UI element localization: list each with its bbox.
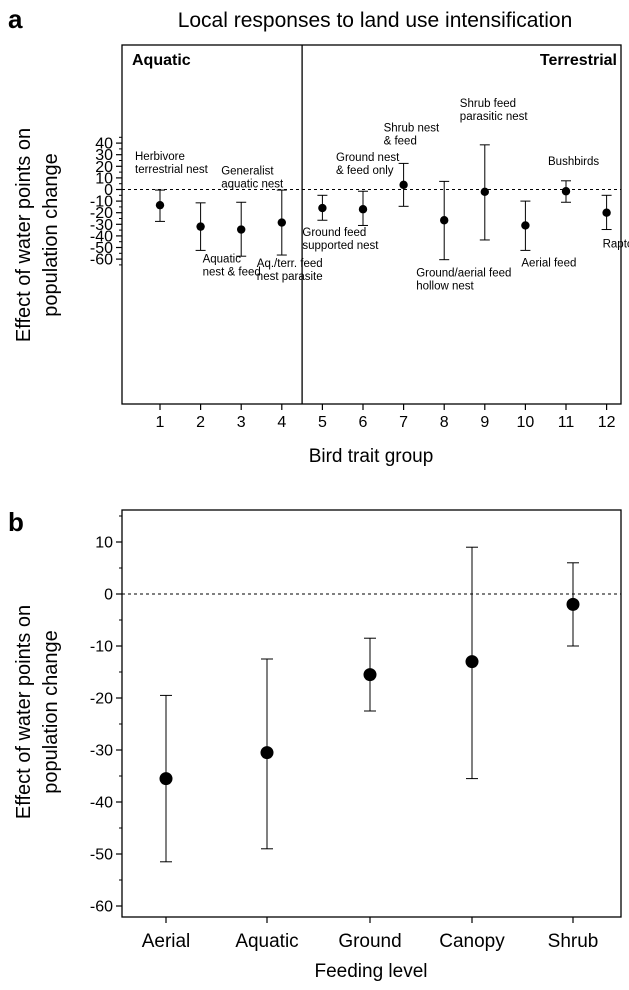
y-tick-label: -30: [90, 217, 113, 234]
point-annotation: & feed: [384, 135, 417, 147]
point-annotation: Ground feed: [302, 227, 366, 239]
y-tick-label: -60: [90, 252, 113, 269]
panel-a-title: Local responses to land use intensificat…: [178, 9, 573, 32]
point-annotation: parasitic nest: [460, 111, 529, 123]
y-tick-label: -50: [90, 240, 113, 257]
point-annotation: Ground/aerial feed: [416, 268, 511, 280]
data-point: [363, 668, 377, 682]
point-annotation: supported nest: [302, 240, 379, 252]
x-tick-label: 3: [237, 414, 246, 431]
y-tick-label: 10: [95, 170, 113, 187]
point-annotation: Shrub feed: [460, 98, 516, 110]
point-annotation: Generalist: [221, 165, 274, 177]
x-tick-label: 1: [156, 414, 165, 431]
x-category-label: Shrub: [548, 931, 599, 952]
x-tick-label: 11: [558, 414, 575, 431]
data-point: [155, 200, 165, 210]
x-category-label: Canopy: [439, 931, 505, 952]
y-tick-label: 20: [95, 159, 113, 176]
panel-a-ylabel-line1: Effect of water points on: [13, 128, 35, 342]
panel-b-xlabel: Feeding level: [314, 961, 427, 982]
y-tick-label: 30: [95, 147, 113, 164]
data-point: [318, 203, 327, 213]
data-point: [277, 218, 286, 227]
point-annotation: nest parasite: [257, 271, 323, 283]
y-tick-label: 40: [95, 136, 113, 153]
point-annotation: hollow nest: [416, 281, 474, 293]
y-tick-label: -40: [90, 795, 113, 812]
point-annotation: & feed only: [336, 165, 394, 177]
point-annotation: Herbivore: [135, 151, 185, 163]
y-tick-label: -50: [90, 847, 113, 864]
data-point: [561, 187, 571, 196]
point-annotation: Aerial feed: [521, 257, 576, 269]
y-tick-label: -10: [90, 639, 113, 656]
point-annotation: Aq./terr. feed: [257, 258, 323, 270]
y-tick-label: -20: [90, 205, 113, 222]
x-category-label: Aquatic: [235, 931, 298, 952]
point-annotation: nest & feed: [203, 266, 261, 278]
y-tick-label: -40: [90, 228, 113, 245]
x-tick-label: 7: [399, 414, 408, 431]
panel-a-region-aquatic: Aquatic: [132, 52, 191, 69]
data-point: [602, 208, 611, 217]
data-point: [260, 746, 274, 760]
x-tick-label: 8: [440, 414, 449, 431]
panel-b-plot: 10 0 -10 -20 -30 -40 -50 -60 Aerial Aquatic Ground…: [90, 515, 621, 952]
panel-b-frame: [121, 509, 622, 918]
y-tick-label: 0: [104, 587, 113, 604]
data-point: [196, 222, 205, 231]
x-tick-label: 10: [517, 414, 535, 431]
data-point: [521, 221, 530, 230]
point-annotation: Shrub nest: [384, 122, 440, 134]
data-point: [440, 216, 449, 225]
data-point: [237, 225, 246, 234]
x-tick-label: 5: [318, 414, 327, 431]
y-tick-label: -20: [90, 691, 113, 708]
point-annotation: terrestrial nest: [135, 164, 209, 176]
x-tick-label: 4: [277, 414, 286, 431]
x-tick-label: 12: [598, 414, 616, 431]
data-point: [159, 772, 173, 786]
data-point: [480, 187, 489, 197]
point-annotation: Aquatic: [203, 253, 242, 265]
x-category-label: Aerial: [142, 931, 191, 952]
x-tick-label: 9: [480, 414, 489, 431]
x-tick-label: 6: [359, 414, 368, 431]
panel-a-frame: [121, 44, 622, 405]
panel-b-letter: b: [8, 507, 24, 537]
x-category-label: Ground: [338, 931, 401, 952]
panel-b-ylabel-line2: population change: [40, 630, 62, 793]
data-point: [399, 180, 408, 190]
point-annotation: Bushbirds: [548, 156, 599, 168]
y-tick-label: 10: [95, 535, 113, 552]
panel-a-ylabel-line2: population change: [40, 153, 62, 316]
y-tick-label: -10: [90, 194, 113, 211]
point-annotation: Ground nest: [336, 152, 400, 164]
point-annotation: aquatic nest: [221, 178, 284, 190]
y-tick-label: -60: [90, 899, 113, 916]
data-point: [358, 205, 368, 214]
y-tick-label: 0: [104, 182, 113, 199]
data-point: [566, 597, 580, 611]
point-annotation: Raptors: [603, 239, 629, 251]
x-tick-label: 2: [196, 414, 205, 431]
panel-b-ylabel-line1: Effect of water points on: [13, 605, 35, 819]
panel-a-xlabel: Bird trait group: [309, 446, 434, 467]
y-tick-label: -30: [90, 743, 113, 760]
data-point: [465, 655, 479, 669]
panel-a-region-terrestrial: Terrestrial: [540, 52, 617, 69]
panel-a-letter: a: [8, 4, 23, 34]
